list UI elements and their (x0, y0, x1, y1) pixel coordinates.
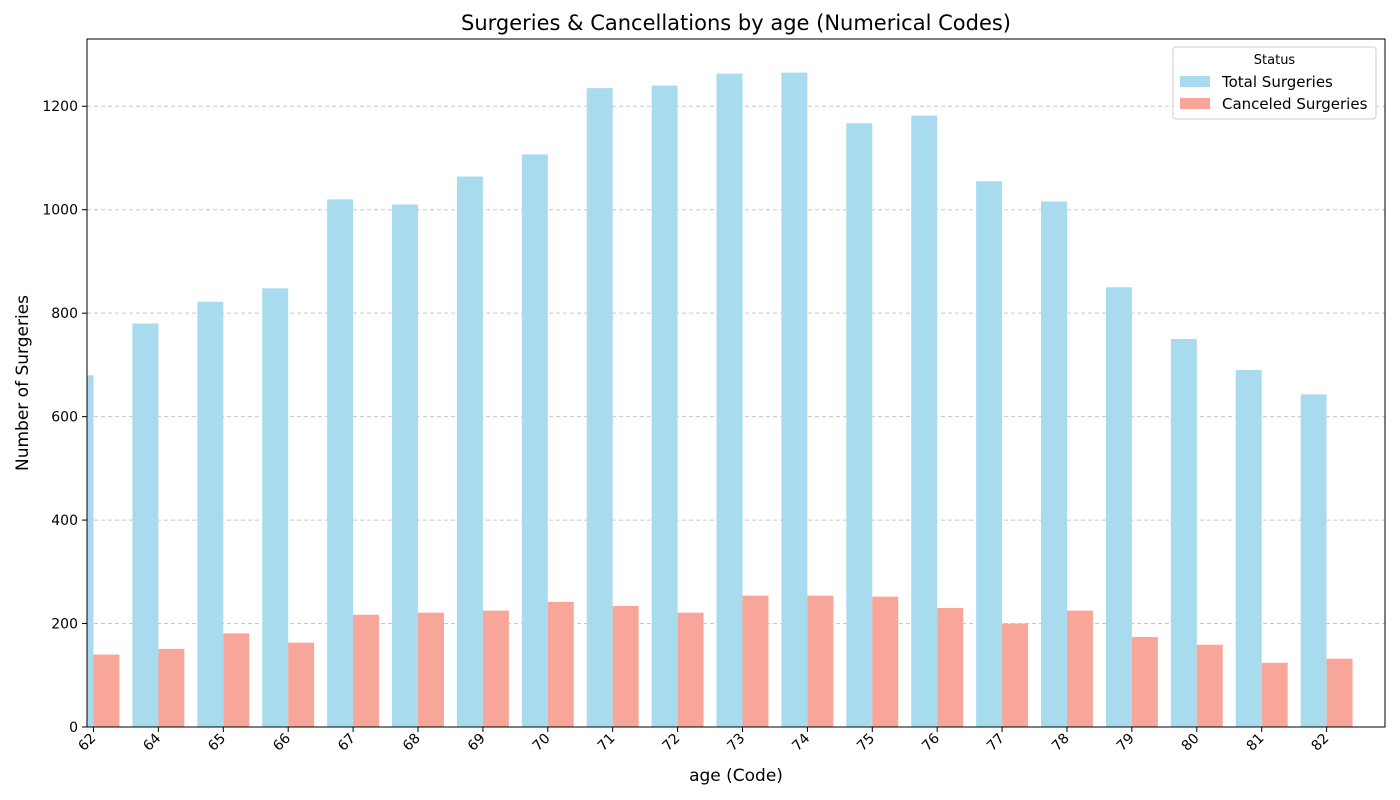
total-surgeries-bar-80 (1170, 339, 1197, 727)
canceled-surgeries-bar-80 (1196, 644, 1223, 727)
legend-box (1172, 46, 1377, 120)
total-surgeries-bar-64 (132, 323, 159, 727)
total-surgeries-bar-75 (846, 123, 873, 728)
canceled-surgeries-bar-66 (288, 642, 315, 727)
total-surgeries-bar-76 (911, 115, 938, 728)
x-tick-label-72: 72 (659, 731, 683, 755)
x-tick-label-77: 77 (984, 731, 1008, 755)
x-tick-label-65: 65 (205, 731, 229, 755)
canceled-surgeries-bar-67 (353, 614, 380, 727)
canceled-surgeries-bar-72 (677, 612, 704, 727)
y-axis-label: Number of Surgeries (13, 295, 33, 471)
canceled-surgeries-bar-81 (1261, 662, 1288, 727)
canceled-surgeries-bar-71 (612, 605, 639, 727)
total-surgeries-bar-79 (1105, 287, 1132, 727)
canceled-surgeries-bar-75 (872, 596, 899, 727)
x-tick-label-75: 75 (854, 731, 878, 755)
legend-swatch-canceled-surgeries (1180, 98, 1210, 109)
canceled-surgeries-bar-82 (1326, 658, 1353, 727)
total-surgeries-bar-72 (651, 85, 678, 727)
canceled-surgeries-bar-65 (223, 633, 250, 727)
plot-frame (86, 38, 1386, 728)
canceled-surgeries-bar-74 (807, 595, 834, 727)
legend-swatch-total-surgeries (1180, 76, 1210, 87)
y-tick-label-600: 600 (51, 410, 78, 426)
y-axis-ticks: 0 200 400 600 800 1000 1200 (42, 99, 87, 736)
total-surgeries-bar-66 (262, 288, 289, 727)
legend-label-total-surgeries: Total Surgeries (1221, 73, 1333, 91)
total-surgeries-bar-65 (197, 301, 224, 727)
canceled-surgeries-bar-68 (417, 612, 444, 727)
total-surgeries-bar-81 (1235, 370, 1262, 727)
canceled-surgeries-bar-62 (93, 654, 120, 727)
x-tick-label-70: 70 (530, 731, 554, 755)
x-tick-label-73: 73 (724, 731, 748, 755)
x-tick-label-76: 76 (919, 730, 943, 754)
canceled-surgeries-bar-77 (1002, 623, 1029, 727)
total-surgeries-bar-78 (1041, 201, 1067, 728)
x-tick-label-69: 69 (465, 731, 489, 755)
x-tick-label-66: 66 (270, 730, 294, 754)
x-axis-ticks: 62 64 65 66 67 68 69 70 71 72 73 74 75 76 77 78 79 80 81 82 (75, 727, 1332, 754)
x-tick-label-68: 68 (400, 731, 424, 755)
total-surgeries-bar-82 (1300, 394, 1327, 727)
x-tick-label-82: 82 (1308, 731, 1332, 755)
x-tick-label-80: 80 (1179, 731, 1203, 755)
canceled-surgeries-bar-64 (158, 648, 185, 727)
chart-title: Surgeries & Cancellations by age (Numeri… (461, 11, 1011, 35)
y-tick-label-400: 400 (51, 513, 78, 529)
total-surgeries-bar-77 (976, 181, 1003, 728)
total-surgeries-bar-69 (456, 176, 483, 728)
legend-label-canceled-surgeries: Canceled Surgeries (1222, 95, 1368, 113)
canceled-surgeries-bar-70 (547, 601, 574, 727)
x-tick-label-78: 78 (1049, 731, 1073, 755)
total-surgeries-bar-74 (781, 72, 808, 727)
x-tick-label-71: 71 (595, 731, 619, 755)
total-surgeries-bar-70 (521, 154, 548, 727)
y-tick-label-200: 200 (51, 617, 78, 633)
y-tick-label-0: 0 (69, 720, 78, 736)
y-tick-label-1200: 1200 (42, 99, 78, 115)
total-surgeries-bar-68 (392, 204, 418, 728)
x-tick-label-79: 79 (1114, 731, 1138, 755)
x-tick-label-81: 81 (1244, 731, 1268, 755)
canceled-surgeries-bar-69 (482, 610, 509, 727)
x-axis-label: age (Code) (689, 766, 783, 786)
total-surgeries-bar-71 (586, 88, 613, 727)
total-surgeries-bar-67 (327, 199, 354, 727)
legend: Status Total Surgeries Canceled Surgerie… (1172, 46, 1377, 120)
x-tick-label-74: 74 (789, 730, 813, 754)
legend-title: Status (1254, 53, 1296, 68)
y-tick-label-800: 800 (51, 306, 78, 322)
x-tick-label-67: 67 (335, 731, 359, 755)
gridlines (87, 105, 1385, 625)
canceled-surgeries-bar-78 (1066, 610, 1093, 727)
canceled-surgeries-bar-73 (742, 595, 769, 727)
x-tick-label-64: 64 (140, 730, 164, 754)
canceled-surgeries-bar-79 (1131, 636, 1158, 727)
y-tick-label-1000: 1000 (42, 203, 78, 219)
bars (87, 72, 1353, 728)
canceled-surgeries-bar-76 (937, 608, 964, 727)
total-surgeries-bar-73 (716, 73, 743, 728)
total-surgeries-bar-62 (87, 375, 94, 727)
x-tick-label-62: 62 (75, 731, 99, 755)
